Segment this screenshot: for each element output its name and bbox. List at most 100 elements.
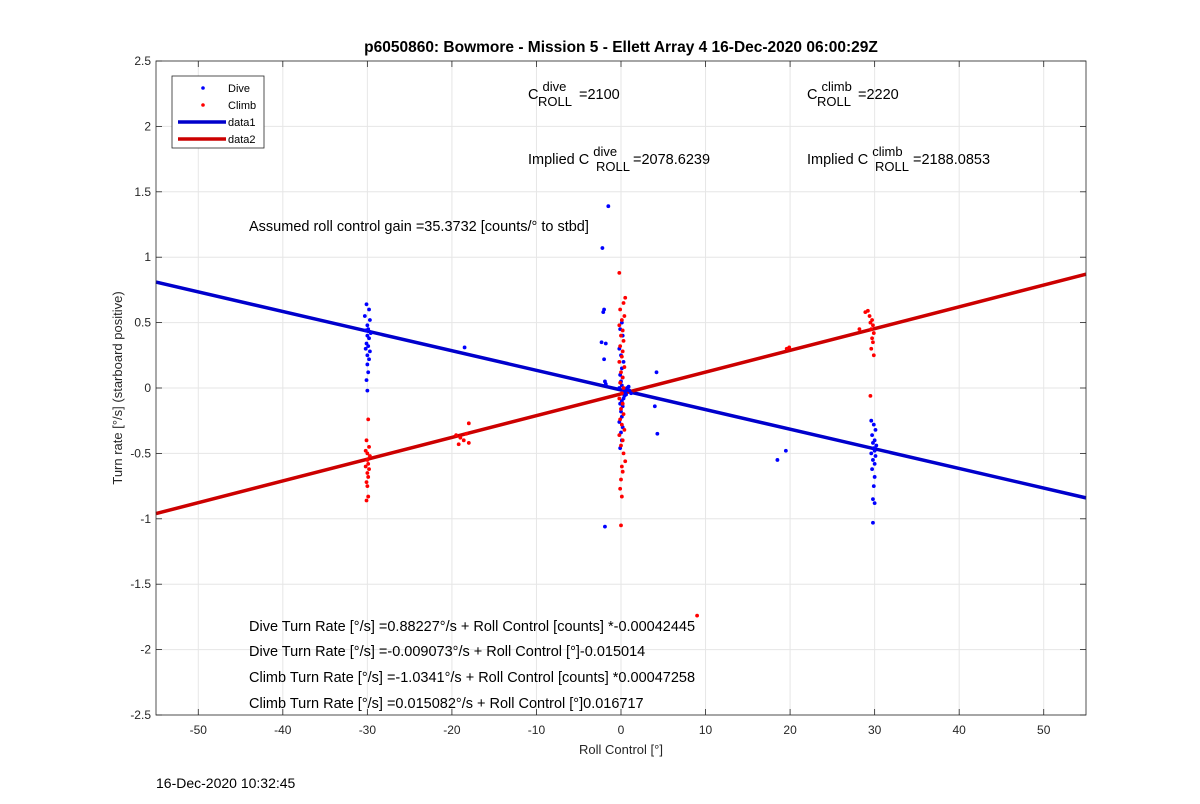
dive-point bbox=[601, 310, 606, 315]
climb-point bbox=[366, 417, 371, 422]
x-tick-label: -30 bbox=[359, 723, 377, 737]
climb-point bbox=[619, 464, 624, 469]
y-tick-label: 1 bbox=[144, 250, 151, 264]
legend-dive-label: Dive bbox=[228, 83, 250, 95]
implied-dive-sub: ROLL bbox=[596, 159, 630, 174]
dive-point bbox=[364, 378, 369, 383]
climb-point bbox=[871, 323, 875, 328]
svg-text:C climb: C climb bbox=[807, 79, 852, 103]
climb-point bbox=[619, 354, 624, 359]
dive-point bbox=[462, 345, 467, 350]
dive-point bbox=[652, 404, 657, 409]
svg-text:Implied C dive: Implied C dive bbox=[528, 144, 617, 168]
climb-point bbox=[787, 345, 792, 350]
climb-point bbox=[857, 327, 862, 332]
roll-gain-annotation: Assumed roll control gain =35.3732 [coun… bbox=[249, 219, 589, 235]
c-dive-annotation: C dive ROLL =2100 bbox=[528, 79, 620, 109]
y-tick-label: -1 bbox=[140, 512, 151, 526]
climb-point bbox=[695, 613, 699, 618]
climb-point bbox=[619, 523, 623, 528]
y-tick-label: -2.5 bbox=[130, 708, 151, 722]
climb-point bbox=[621, 301, 626, 305]
climb-point bbox=[366, 475, 371, 479]
dive-point bbox=[603, 341, 608, 346]
x-tick-label: 50 bbox=[1037, 723, 1051, 737]
climb-point bbox=[617, 323, 622, 328]
y-tick-label: 0.5 bbox=[134, 316, 151, 330]
climb-point bbox=[366, 494, 371, 499]
climb-point bbox=[871, 353, 876, 358]
legend-data2-label: data2 bbox=[228, 134, 256, 146]
climb-point bbox=[622, 427, 627, 432]
climb-point bbox=[621, 339, 626, 343]
equation-dive-degrees: Dive Turn Rate [°/s] =-0.009073°/s + Rol… bbox=[249, 644, 645, 660]
dive-point bbox=[366, 344, 371, 349]
svg-text:C dive: C dive bbox=[528, 79, 566, 103]
climb-point bbox=[619, 370, 623, 375]
dive-point bbox=[619, 320, 624, 325]
implied-climb-sup: climb bbox=[872, 144, 902, 159]
c-dive-prefix: C bbox=[528, 87, 538, 103]
legend: Dive Climb data1 data2 bbox=[171, 75, 265, 149]
climb-point bbox=[365, 458, 370, 462]
climb-point bbox=[869, 327, 874, 332]
dive-point bbox=[869, 451, 874, 456]
y-tick-label: 2.5 bbox=[134, 54, 151, 68]
dive-point bbox=[365, 388, 370, 393]
climb-point bbox=[367, 444, 371, 449]
y-tick-label: -1.5 bbox=[130, 577, 151, 591]
climb-point bbox=[466, 441, 471, 445]
equation-dive-counts: Dive Turn Rate [°/s] =0.88227°/s + Roll … bbox=[249, 619, 695, 635]
dive-point bbox=[872, 461, 877, 466]
climb-point bbox=[617, 270, 622, 275]
c-climb-annotation: C climb ROLL =2220 bbox=[807, 79, 899, 109]
x-tick-label: 10 bbox=[699, 723, 713, 737]
dive-point bbox=[871, 422, 876, 427]
dive-point bbox=[368, 349, 372, 354]
dive-point bbox=[871, 484, 876, 488]
climb-point bbox=[621, 451, 626, 456]
dive-point bbox=[619, 409, 623, 414]
svg-text:Implied C climb: Implied C climb bbox=[807, 144, 903, 168]
dive-point bbox=[367, 357, 371, 362]
climb-point bbox=[363, 464, 368, 469]
climb-point bbox=[619, 318, 624, 322]
footer-timestamp: 16-Dec-2020 10:32:45 bbox=[156, 775, 296, 791]
c-dive-value: =2100 bbox=[579, 87, 620, 103]
legend-dive-marker bbox=[201, 86, 205, 90]
c-dive-sup: dive bbox=[543, 79, 567, 94]
chart-title: p6050860: Bowmore - Mission 5 - Ellett A… bbox=[364, 39, 878, 56]
climb-point bbox=[456, 442, 461, 447]
legend-data1-label: data1 bbox=[228, 117, 256, 129]
y-tick-label: 2 bbox=[144, 119, 151, 133]
dive-point bbox=[775, 458, 780, 462]
climb-point bbox=[368, 454, 372, 458]
implied-climb-annotation: Implied C climb ROLL =2188.0853 bbox=[807, 144, 990, 174]
x-tick-label: 30 bbox=[868, 723, 882, 737]
x-tick-label: -20 bbox=[443, 723, 461, 737]
y-tick-label: -0.5 bbox=[130, 446, 151, 460]
c-climb-sup: climb bbox=[822, 79, 852, 94]
implied-dive-value: =2078.6239 bbox=[633, 152, 710, 168]
dive-point bbox=[368, 318, 372, 322]
dive-point bbox=[366, 370, 371, 375]
dive-point bbox=[870, 467, 874, 471]
dive-point bbox=[365, 362, 370, 367]
climb-point bbox=[867, 314, 872, 318]
y-axis-ticks: -2.5 -2 -1.5 -1 -0.5 0 0.5 1 1.5 2 2.5 bbox=[130, 54, 1086, 722]
x-tick-label: -10 bbox=[528, 723, 546, 737]
climb-point bbox=[871, 340, 875, 345]
climb-point bbox=[618, 380, 623, 385]
equation-climb-counts: Climb Turn Rate [°/s] =-1.0341°/s + Roll… bbox=[249, 670, 695, 686]
climb-point bbox=[870, 336, 874, 341]
climb-point bbox=[466, 421, 471, 426]
implied-dive-annotation: Implied C dive ROLL =2078.6239 bbox=[528, 144, 710, 174]
climb-point bbox=[619, 391, 624, 396]
dive-point bbox=[365, 353, 370, 358]
dive-point bbox=[606, 204, 611, 209]
dive-point bbox=[367, 336, 371, 341]
implied-dive-sup: dive bbox=[593, 144, 617, 159]
climb-point bbox=[365, 484, 370, 488]
dive-point bbox=[365, 323, 370, 328]
c-climb-value: =2220 bbox=[858, 87, 899, 103]
